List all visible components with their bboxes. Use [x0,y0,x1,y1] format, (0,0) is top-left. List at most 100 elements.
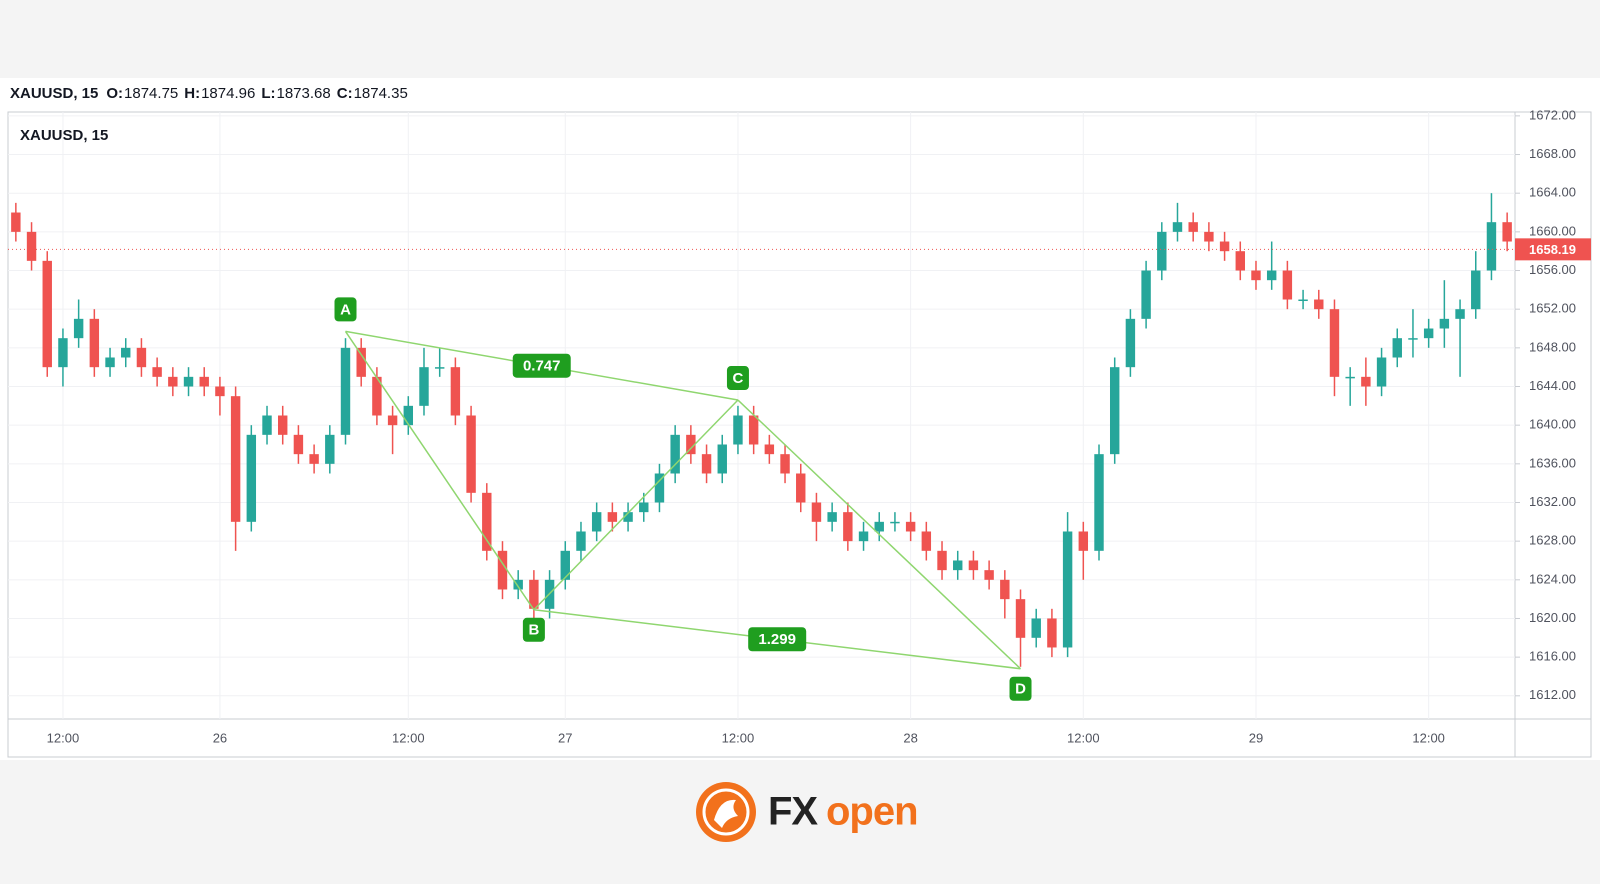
logo-icon-ring [702,788,750,836]
candle-body [434,367,445,369]
candle-body [278,415,288,435]
candle-body [1408,338,1418,340]
y-tick-label: 1640.00 [1529,417,1576,432]
candle-body [1345,376,1355,379]
candle-body [937,550,947,571]
ratio-badge [748,627,807,652]
chart-frame [7,111,1592,758]
candle-body [953,560,963,571]
axes: 1612.00 1616.00 1620.00 1624.00 1628.00 1632.… [8,107,1591,745]
candle-body [1078,531,1089,551]
last-price-label: 1658.19 [1529,242,1576,257]
candle-body [1094,454,1104,551]
y-tick-label: 1628.00 [1529,533,1576,548]
candle-body [1031,618,1041,638]
candle-body [607,512,618,522]
logo-suffix: open [826,790,918,834]
candle-body [1329,309,1340,377]
candle-body [858,531,869,542]
candle-body [764,444,775,455]
candle-body [105,357,115,368]
candle-body [717,444,727,474]
candle-body [1062,531,1073,648]
candle-body [199,376,209,387]
candle-body [293,434,304,455]
candle-body [529,579,539,609]
pattern-point-label: C [733,370,744,387]
candle-body [356,347,366,377]
candle-body [246,434,257,522]
candle-body [262,415,272,435]
candle-body [215,386,225,397]
pattern-point-badge [522,617,545,642]
y-tick-label: 1656.00 [1529,262,1576,277]
candle-body [1047,618,1057,648]
ohlc-label: O: [106,85,123,102]
candle-body [905,521,916,532]
candle-body [1219,241,1230,252]
candle-body [372,376,382,416]
ohlc-label: C: [337,85,353,102]
candle-body [1125,318,1136,368]
candle-body [1141,270,1151,319]
candle-body [513,579,523,590]
ratio-label: 0.747 [523,358,561,375]
ohlc-value: 1874.75 [124,85,178,102]
x-tick-label: 12:00 [1412,730,1445,745]
legend: XAUUSD, 15 [20,127,108,144]
ratio-badge [512,353,571,378]
candle-body [403,405,414,426]
last-price-tag [1515,238,1591,261]
candle-body [1471,270,1481,310]
ohlc-value: 1874.35 [354,85,408,102]
candle-body [1251,270,1261,281]
candle-body [325,434,335,464]
ohlc-value: 1874.96 [201,85,255,102]
candle-body [1282,270,1293,300]
candle-body [1439,318,1450,329]
pattern-point-label: A [340,301,351,318]
candle-body [121,347,131,358]
candle-body [811,502,822,522]
candle-body [168,376,178,387]
candle-body [482,492,492,551]
pattern: A B C D 0.747 1.299 [334,297,1032,701]
x-tick-label: 12:00 [722,730,755,745]
candle-body [58,338,68,368]
candle-body [1157,231,1167,271]
ohlc-header: O: 1874.75 H: 1874.96 L: 1873.68 C: 1874.35 [106,85,407,102]
pattern-point-badge [726,366,749,391]
candle-body [748,415,759,445]
candle-body [73,318,84,339]
y-tick-label: 1632.00 [1529,494,1576,509]
candle-body [843,512,853,542]
ohlc-label: L: [261,85,275,102]
pattern-point-badge [1009,676,1032,701]
candle-body [1361,376,1371,387]
candle-body [1266,270,1277,281]
candle-body [1235,251,1245,271]
candle-body [419,367,429,406]
candle-body [1392,338,1402,358]
candle-body [984,570,994,580]
candle-body [450,367,461,416]
y-tick-label: 1668.00 [1529,146,1576,161]
candle-body [340,347,351,435]
x-tick-label: 28 [903,730,917,745]
candle-body [26,231,37,261]
y-tick-label: 1616.00 [1529,649,1576,664]
candle-body [89,318,100,368]
pattern-line [737,399,1022,670]
ohlc-label: H: [184,85,200,102]
candle-body [1000,579,1010,600]
candle-body [309,454,319,464]
candle-body [1502,222,1512,242]
candle-body [1376,357,1387,387]
y-tick-label: 1664.00 [1529,185,1576,200]
candle-body [466,415,476,493]
y-tick-label: 1624.00 [1529,571,1576,586]
candle-body [654,473,665,503]
candle-body [230,396,241,522]
logo-bull [714,799,738,828]
candle-body [701,454,712,474]
